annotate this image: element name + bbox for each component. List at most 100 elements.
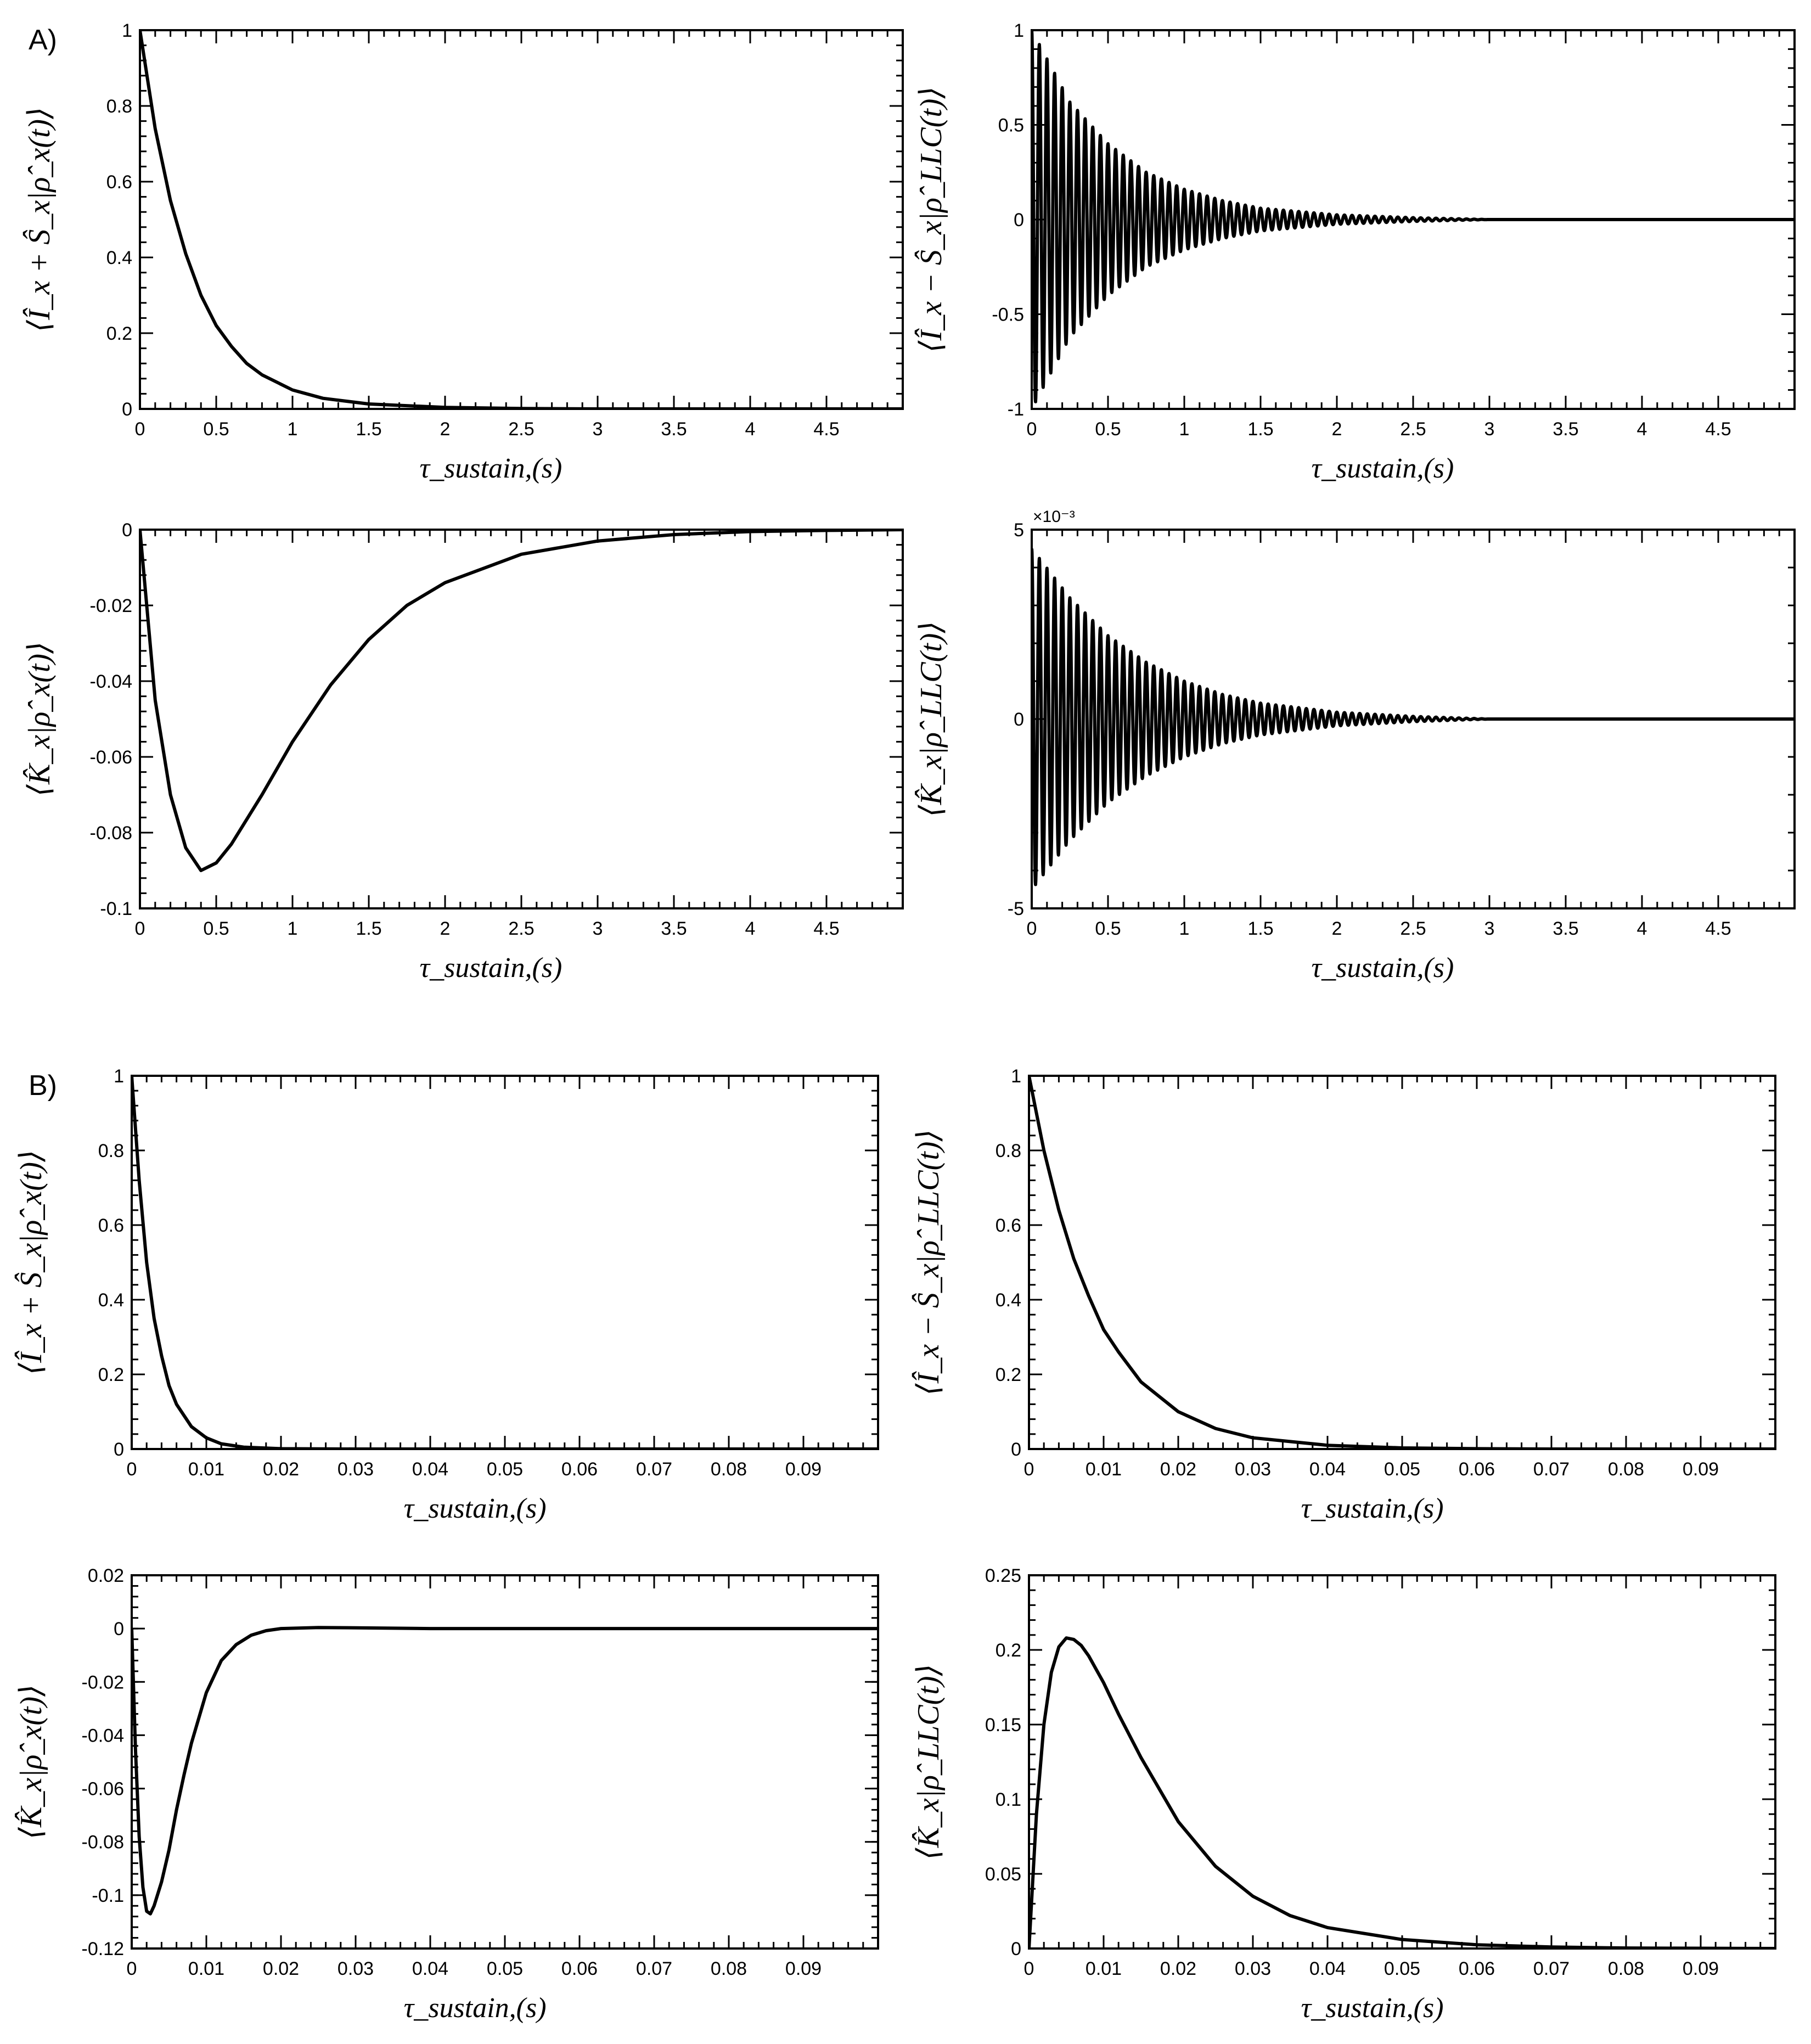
y-tick-label: 1 — [122, 20, 132, 41]
x-tick-label: 0.01 — [1086, 1459, 1122, 1480]
plot-frame — [1028, 1075, 1776, 1450]
x-tick-label: 0.01 — [1086, 1958, 1122, 1979]
chart-a3: 0 0.5 1 1.5 2 2.5 3 3.5 4 4.5 -0.1 -0.08 -0.06 -0.04 -… — [23, 520, 904, 984]
data-line-b1 — [132, 1076, 878, 1449]
y-tick-label: -0.08 — [90, 823, 133, 844]
data-line-a2 — [1032, 30, 1795, 403]
x-tick-label: 2 — [1332, 419, 1342, 440]
chart-b2: 0 0.01 0.02 0.03 0.04 0.05 0.06 0.07 0.08 0.09 0 0.… — [911, 1066, 1776, 1524]
y-tick-label: 0 — [122, 399, 132, 420]
x-tick-label: 3.5 — [1553, 419, 1578, 440]
axis-multiplier: ×10⁻³ — [1033, 508, 1075, 526]
x-tick-label: 1.5 — [1247, 419, 1273, 440]
x-axis-label: τ_sustain,(s) — [1311, 453, 1454, 484]
x-tick-label: 0.03 — [1235, 1459, 1271, 1480]
x-axis-label: τ_sustain,(s) — [419, 453, 562, 484]
chart-b4: 0 0.01 0.02 0.03 0.04 0.05 0.06 0.07 0.08 0.09 0 0.… — [912, 1565, 1776, 2024]
y-axis-label: ⟨Î_x + Ŝ_x|ρ̂_x(t)⟩ — [22, 107, 57, 332]
x-tick-label: 0.5 — [1095, 918, 1121, 939]
x-tick-label: 3.5 — [661, 419, 687, 440]
y-tick-label: 0 — [1011, 1939, 1021, 1959]
data-line-a1 — [140, 30, 903, 409]
y-tick-label: 0.4 — [106, 248, 132, 268]
y-tick-label: -1 — [1008, 399, 1024, 420]
y-axis-label: ⟨K̂_x|ρ̂_x(t)⟩ — [14, 1684, 48, 1839]
x-tick-label: 0.03 — [1235, 1958, 1271, 1979]
y-tick-label: -0.04 — [90, 671, 133, 692]
chart-a2: 0 0.5 1 1.5 2 2.5 3 3.5 4 4.5 -1 -0.5 0 0.5 1 τ_sustain… — [914, 20, 1796, 484]
y-axis-label: ⟨Î_x − Ŝ_x|ρ̂_LLC(t)⟩ — [914, 87, 948, 353]
y-tick-label: 0.6 — [98, 1215, 124, 1236]
x-tick-label: 4.5 — [813, 419, 839, 440]
x-tick-label: 0 — [135, 918, 145, 939]
y-axis-label: ⟨Î_x + Ŝ_x|ρ̂_x(t)⟩ — [14, 1150, 48, 1375]
y-tick-label: -0.1 — [92, 1885, 124, 1906]
y-tick-label: -0.5 — [992, 305, 1024, 325]
x-tick-label: 0.09 — [1683, 1958, 1719, 1979]
y-tick-label: 0 — [1014, 709, 1024, 730]
y-tick-label: 0.6 — [106, 172, 132, 193]
x-tick-label: 1 — [288, 419, 298, 440]
x-tick-label: 1 — [1179, 918, 1190, 939]
y-tick-label: -0.04 — [82, 1725, 125, 1746]
x-tick-label: 0.02 — [1160, 1958, 1196, 1979]
charts-group: 0 0.5 1 1.5 2 2.5 3 3.5 4 4.5 0 0.2 0.4 0.6 0.8 1 τ_sust… — [14, 20, 1796, 2024]
x-tick-label: 2.5 — [1400, 419, 1426, 440]
y-tick-label: 0.6 — [996, 1215, 1021, 1236]
y-tick-label: -0.06 — [90, 747, 133, 768]
x-tick-label: 0.09 — [785, 1958, 822, 1979]
y-tick-label: 0 — [114, 1439, 124, 1460]
y-tick-label: 0.02 — [88, 1565, 124, 1586]
x-tick-label: 0.06 — [1459, 1958, 1495, 1979]
x-axis-label: τ_sustain,(s) — [1301, 1493, 1444, 1524]
x-axis-label: τ_sustain,(s) — [1311, 952, 1454, 984]
chart-a4: 0 0.5 1 1.5 2 2.5 3 3.5 4 4.5-505×10⁻³τ_sustain,(… — [914, 508, 1796, 984]
x-tick-label: 0.02 — [1160, 1459, 1196, 1480]
x-tick-label: 1.5 — [356, 419, 381, 440]
x-tick-label: 0.07 — [636, 1459, 672, 1480]
data-line-b3 — [132, 1626, 878, 1916]
x-tick-label: 0.05 — [1384, 1958, 1420, 1979]
x-tick-label: 0.06 — [1459, 1459, 1495, 1480]
y-axis-label: ⟨Î_x − Ŝ_x|ρ̂_LLC(t)⟩ — [911, 1130, 946, 1396]
x-tick-label: 0.07 — [1533, 1958, 1570, 1979]
x-tick-label: 2 — [440, 419, 451, 440]
x-tick-label: 0.08 — [1608, 1958, 1644, 1979]
x-tick-label: 0.04 — [412, 1459, 448, 1480]
x-tick-label: 1 — [1179, 419, 1190, 440]
x-tick-label: 0.07 — [636, 1958, 672, 1979]
x-tick-label: 0 — [1024, 1958, 1034, 1979]
y-tick-label: 0 — [114, 1619, 124, 1639]
panel-label-a: A) — [29, 24, 57, 56]
x-tick-label: 4 — [1637, 419, 1647, 440]
x-tick-label: 4 — [745, 918, 756, 939]
x-tick-label: 0.03 — [338, 1459, 374, 1480]
y-tick-label: -0.12 — [82, 1939, 125, 1959]
x-tick-label: 0.09 — [1683, 1459, 1719, 1480]
y-tick-label: 1 — [1014, 20, 1024, 41]
x-tick-label: 4.5 — [1705, 419, 1731, 440]
x-tick-label: 1.5 — [356, 918, 381, 939]
x-tick-label: 3 — [593, 918, 603, 939]
y-tick-label: 0.2 — [996, 1640, 1021, 1661]
y-axis-label: ⟨K̂_x|ρ̂_LLC(t)⟩ — [912, 1664, 946, 1860]
x-tick-label: 2.5 — [508, 419, 534, 440]
y-tick-label: -0.02 — [82, 1672, 125, 1693]
y-tick-label: 0.4 — [98, 1290, 124, 1311]
y-tick-label: 0.8 — [106, 96, 132, 117]
chart-b1: 0 0.01 0.02 0.03 0.04 0.05 0.06 0.07 0.08 0.09 0 0.… — [14, 1066, 879, 1524]
x-tick-label: 0.08 — [1608, 1459, 1644, 1480]
y-tick-label: 0.1 — [996, 1789, 1021, 1810]
y-tick-label: 0.2 — [996, 1364, 1021, 1385]
x-tick-label: 3 — [1484, 918, 1495, 939]
x-tick-label: 0.02 — [263, 1958, 299, 1979]
x-tick-label: 3 — [593, 419, 603, 440]
x-axis-label: τ_sustain,(s) — [404, 1493, 547, 1524]
x-tick-label: 0.01 — [188, 1958, 224, 1979]
data-line-a3 — [140, 530, 903, 872]
x-tick-label: 0 — [127, 1958, 137, 1979]
plot-frame — [139, 529, 904, 909]
y-tick-label: -0.08 — [82, 1832, 125, 1853]
x-tick-label: 0.08 — [711, 1459, 747, 1480]
